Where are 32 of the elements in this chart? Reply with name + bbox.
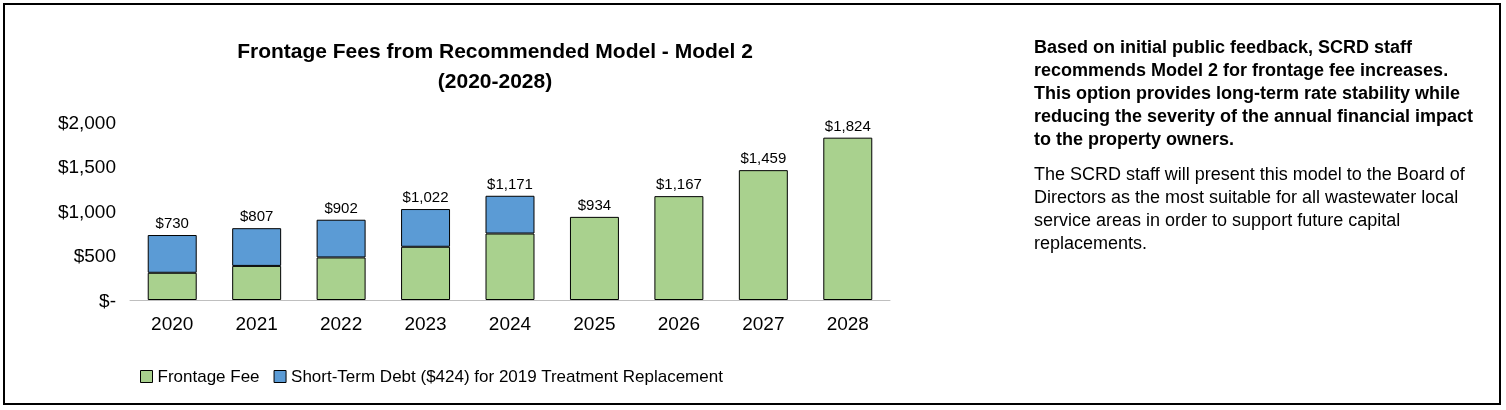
y-tick-label: $2,000 bbox=[57, 111, 116, 133]
total-label: $1,171 bbox=[487, 174, 533, 192]
x-tick-label: 2024 bbox=[488, 313, 532, 334]
bar bbox=[823, 137, 873, 300]
x-tick-label: 2020 bbox=[151, 313, 194, 334]
y-tick-label: $1,500 bbox=[57, 156, 116, 177]
chart-title: Frontage Fees from Recommended Model - Model 2 (2020-2028) bbox=[237, 38, 753, 92]
text: Based on initial public feedback, SCRD staff recommends Model 2 for frontage fee increases. This option provides long-term rate stability while reducing the severity of the annual financial impact to the property owners. bbox=[1034, 36, 1474, 151]
total-label: $902 bbox=[324, 198, 358, 216]
x-tick-label: 2023 bbox=[404, 313, 447, 334]
y-tick-label: $500 bbox=[73, 245, 116, 266]
legend-label: Short-Term Debt ($424) for 2019 Treatment Replacement bbox=[291, 367, 724, 386]
total-label: $730 bbox=[155, 214, 189, 232]
x-tick-label: 2026 bbox=[657, 313, 701, 334]
x-tick-label: 2021 bbox=[235, 313, 278, 334]
total-label: $1,022 bbox=[402, 188, 449, 206]
x-tick-label: 2025 bbox=[573, 313, 616, 334]
bar bbox=[569, 216, 619, 300]
total-label: $807 bbox=[239, 207, 274, 225]
text: The SCRD staff will present this model to the Board of Directors as the most suitable for all wastewater local service areas in order to support future capital replacements. bbox=[1034, 163, 1466, 255]
bar bbox=[738, 170, 788, 300]
legend-label: Frontage Fee bbox=[157, 367, 260, 386]
y-tick-label: $- bbox=[99, 289, 116, 311]
total-label: $934 bbox=[577, 195, 612, 213]
x-tick-label: 2028 bbox=[826, 313, 869, 334]
x-tick-label: 2022 bbox=[319, 313, 363, 334]
bar bbox=[654, 196, 704, 300]
y-tick-label: $1,000 bbox=[57, 200, 116, 222]
total-label: $1,167 bbox=[655, 175, 702, 193]
total-label: $1,824 bbox=[824, 116, 871, 134]
x-tick-label: 2027 bbox=[742, 313, 785, 334]
total-label: $1,459 bbox=[740, 149, 787, 167]
